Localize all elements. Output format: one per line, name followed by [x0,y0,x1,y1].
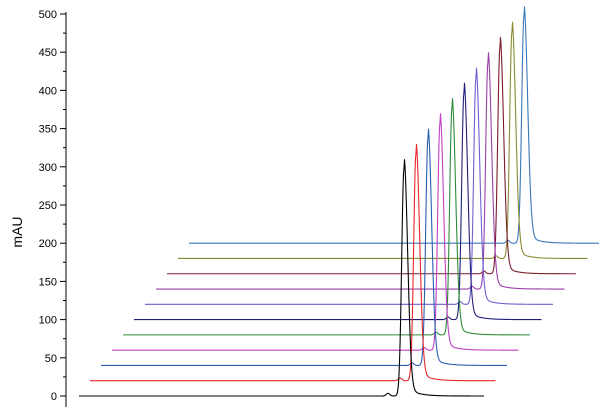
y-tick-label: 350 [39,124,57,136]
chromatogram-trace-9 [166,36,577,275]
y-tick-label: 250 [39,200,57,212]
y-tick-label: 200 [39,238,57,250]
traces [78,6,600,397]
chromatogram-trace-10 [177,21,588,260]
chromatogram-trace-3 [100,128,508,366]
y-tick-label: 400 [39,85,57,97]
y-tick-label: 100 [39,315,57,327]
y-axis-title: mAU [9,216,25,247]
chromatogram-trace-4 [111,113,519,351]
y-axis: 0 50 100 150 200 250 300 350 400 450 500 [39,9,67,407]
y-tick-label: 500 [39,9,57,21]
y-tick-label: 300 [39,162,57,174]
chromatogram-trace-1 [78,159,485,397]
y-tick-label: 450 [39,47,57,59]
chromatogram-trace-2 [89,143,496,382]
y-tick-label: 0 [51,391,57,403]
chromatogram-trace-5 [122,98,531,336]
chromatogram-trace-7 [144,67,554,305]
y-tick-label: 150 [39,276,57,288]
chromatogram-trace-6 [133,82,542,321]
chromatogram-trace-8 [155,52,565,290]
y-tick-label: 50 [45,353,57,365]
chromatogram-trace-11 [188,6,600,244]
